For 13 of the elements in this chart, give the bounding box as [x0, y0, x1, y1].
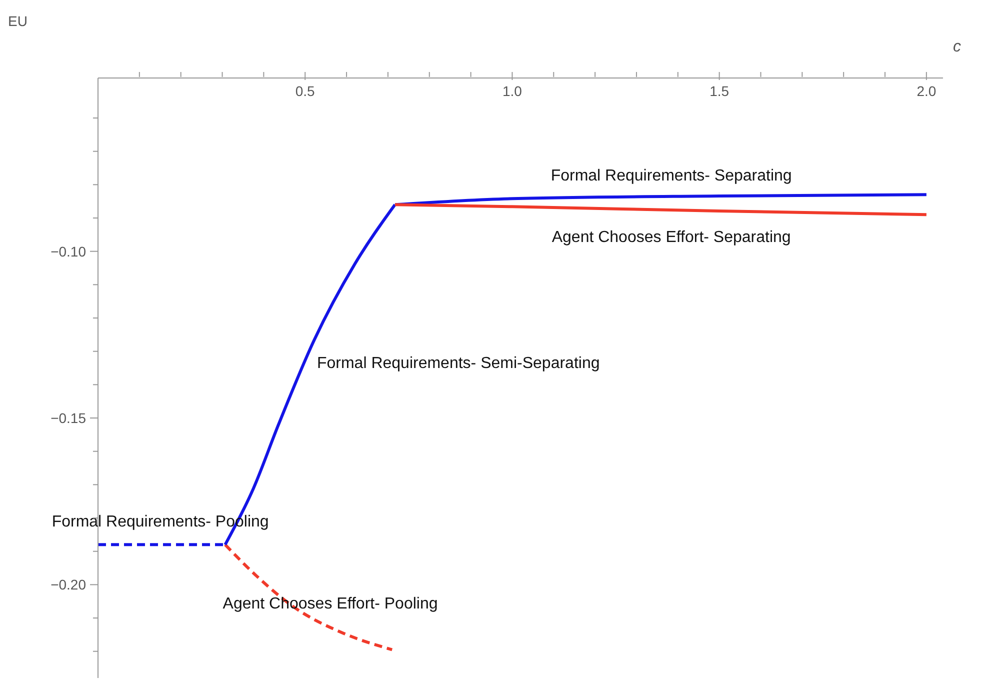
y-tick-label: −0.10 [50, 243, 86, 260]
x-tick-label: 0.5 [295, 83, 316, 99]
series-label: Agent Chooses Effort- Pooling [222, 596, 438, 613]
x-tick-label: 1.5 [710, 83, 730, 99]
x-tick-label: 2.0 [916, 83, 936, 99]
x-tick-label: 1.0 [502, 83, 522, 99]
series-label: Formal Requirements- Separating [550, 168, 792, 185]
y-axis-title: EU [8, 12, 28, 29]
series-label: Formal Requirements- Semi-Separating [316, 354, 600, 372]
x-axis-title: c [953, 38, 961, 56]
y-tick-label: −0.20 [50, 576, 86, 593]
y-tick-label: −0.15 [50, 410, 86, 426]
series-label: Agent Chooses Effort- Separating [552, 228, 791, 246]
